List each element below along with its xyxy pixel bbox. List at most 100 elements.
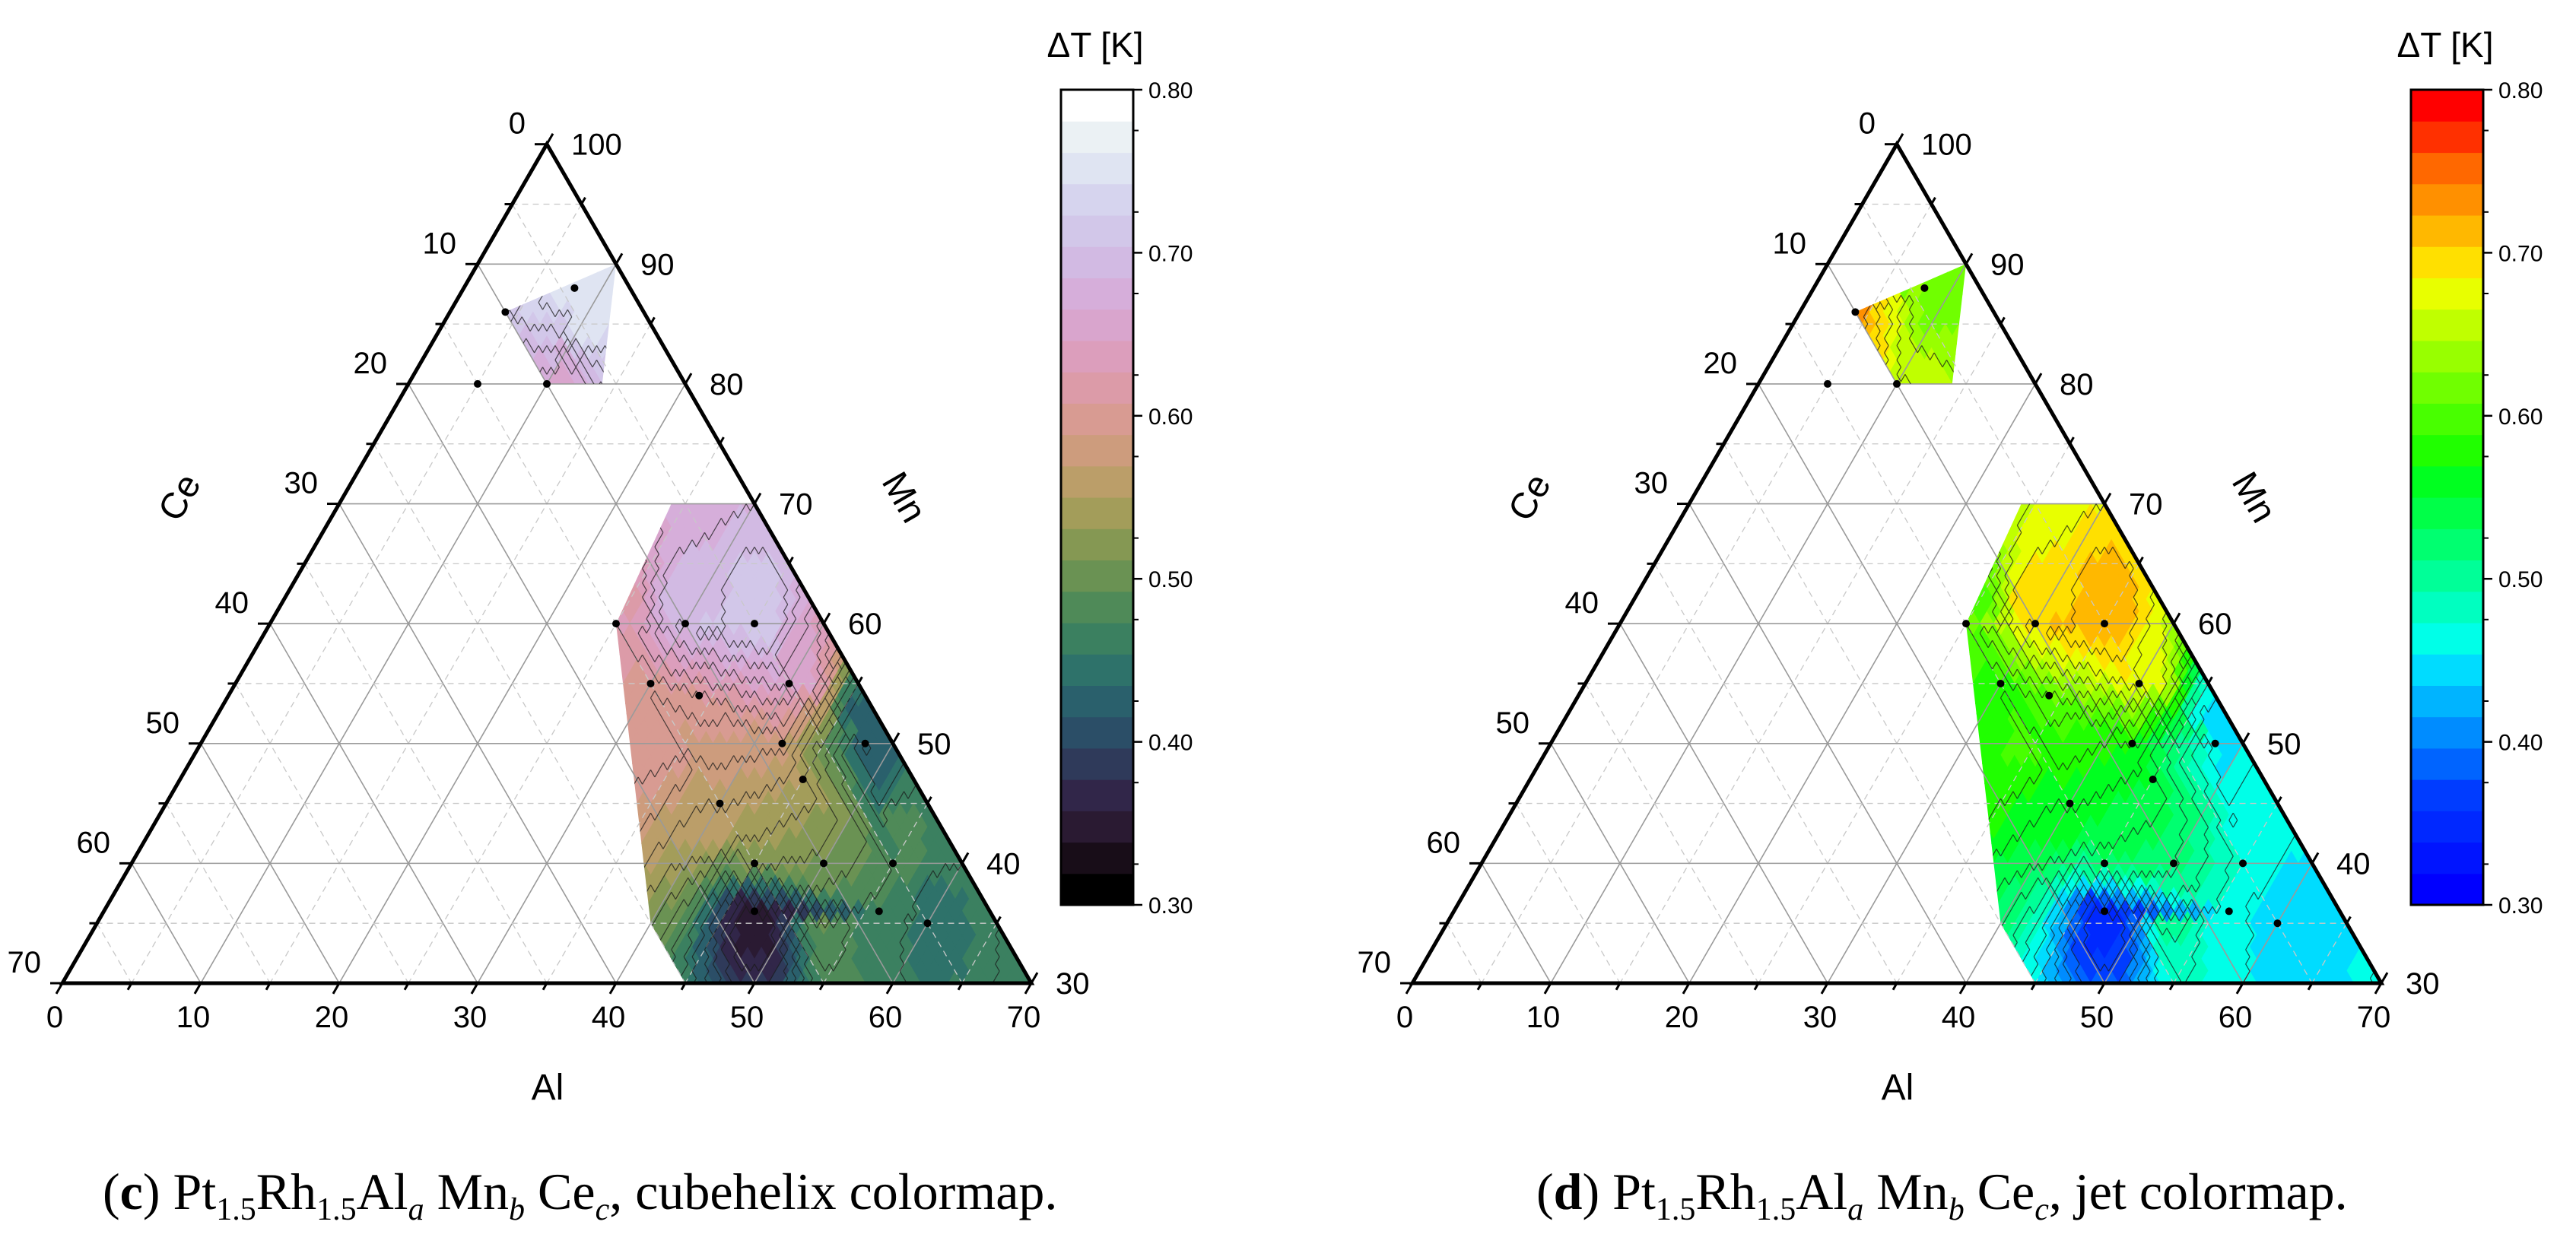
contour-line: [592, 489, 598, 497]
contour-cell: [657, 395, 672, 421]
contour-cell: [484, 576, 498, 600]
contour-cell: [539, 766, 554, 792]
contour-line: [621, 784, 627, 792]
contour-line: [629, 913, 635, 922]
contour-cell: [457, 528, 471, 552]
contour-cell: [346, 719, 360, 744]
contour-line: [521, 568, 527, 576]
contour-line: [422, 684, 426, 690]
contour-cell: [1986, 335, 2001, 361]
contour-cell: [1931, 455, 1946, 481]
contour-cell: [567, 527, 582, 553]
contour-cell: [512, 743, 527, 769]
contour-cell: [1958, 503, 1974, 528]
contour-line: [509, 460, 514, 468]
contour-line: [538, 281, 544, 289]
contour-cell: [1869, 228, 1883, 252]
contour-cell: [574, 228, 588, 252]
contour-cell: [395, 516, 408, 540]
contour-cell: [699, 995, 713, 1020]
contour-cell: [532, 395, 548, 421]
contour-cell: [464, 636, 478, 660]
contour-line: [845, 676, 851, 684]
contour-cell: [540, 216, 554, 240]
contour-line: [991, 993, 995, 1000]
contour-line: [493, 677, 497, 684]
contour-cell: [429, 863, 443, 887]
contour-cell: [312, 563, 326, 588]
contour-cell: [553, 383, 568, 409]
contour-line: [521, 849, 527, 857]
contour-cell: [408, 444, 422, 468]
contour-line: [422, 626, 426, 633]
contour-cell: [526, 264, 541, 289]
contour-cell: [415, 696, 429, 720]
contour-line: [402, 497, 405, 503]
contour-cell: [415, 624, 429, 648]
contour-cell: [546, 538, 561, 565]
contour-line: [737, 510, 743, 519]
colorbar-segment: [1061, 654, 1133, 686]
contour-cell: [546, 658, 561, 684]
tick-label-mn: 30: [1056, 967, 1090, 1001]
contour-line: [538, 202, 542, 208]
contour-line: [538, 834, 544, 843]
contour-cell: [312, 659, 326, 684]
contour-cell: [478, 420, 491, 444]
contour-cell: [422, 684, 436, 708]
contour-cell: [443, 767, 457, 792]
contour-cell: [519, 587, 534, 613]
contour-cell: [2048, 467, 2063, 493]
contour-cell: [1931, 479, 1946, 505]
contour-cell: [850, 970, 866, 983]
contour-cell: [567, 598, 582, 625]
contour-cell: [581, 694, 596, 720]
contour-line: [351, 705, 355, 712]
contour-line: [612, 367, 618, 375]
contour-cell: [429, 408, 443, 432]
contour-cell: [395, 468, 408, 492]
contour-cell: [443, 744, 457, 768]
contour-cell: [782, 995, 796, 1020]
contour-line: [612, 841, 618, 849]
contour-cell: [505, 587, 520, 613]
contour-cell: [553, 479, 568, 505]
contour-cell: [291, 648, 304, 672]
contour-cell: [622, 935, 637, 960]
contour-line: [443, 669, 447, 676]
contour-line: [907, 791, 913, 799]
contour-cell: [553, 839, 568, 865]
contour-cell: [408, 396, 422, 420]
contour-cell: [948, 995, 962, 1020]
contour-line: [521, 618, 527, 627]
contour-cell: [629, 467, 644, 493]
contour-line: [625, 331, 631, 339]
contour-cell: [1945, 503, 1960, 528]
contour-cell: [581, 766, 596, 792]
contour-line: [505, 316, 506, 325]
contour-cell: [885, 958, 900, 983]
contour-line: [397, 497, 401, 503]
contour-cell: [595, 383, 610, 409]
contour-cell: [478, 659, 491, 684]
contour-cell: [346, 624, 360, 648]
contour-cell: [415, 528, 429, 552]
contour-cell: [505, 635, 506, 661]
contour-line: [509, 647, 514, 655]
contour-cell: [629, 874, 644, 900]
contour-cell: [471, 528, 484, 552]
tick-label-mn: 50: [917, 728, 951, 761]
contour-line: [833, 676, 838, 684]
contour-line: [489, 626, 493, 633]
contour-cell: [422, 636, 436, 660]
contour-line: [484, 583, 488, 590]
contour-cell: [789, 982, 804, 983]
contour-line: [583, 395, 589, 404]
contour-cell: [567, 216, 581, 240]
contour-cell: [332, 648, 346, 672]
contour-cell: [629, 347, 644, 373]
contour-line: [538, 712, 544, 720]
contour-line: [828, 654, 834, 662]
contour-cell: [595, 766, 610, 792]
contour-cell: [608, 694, 624, 720]
